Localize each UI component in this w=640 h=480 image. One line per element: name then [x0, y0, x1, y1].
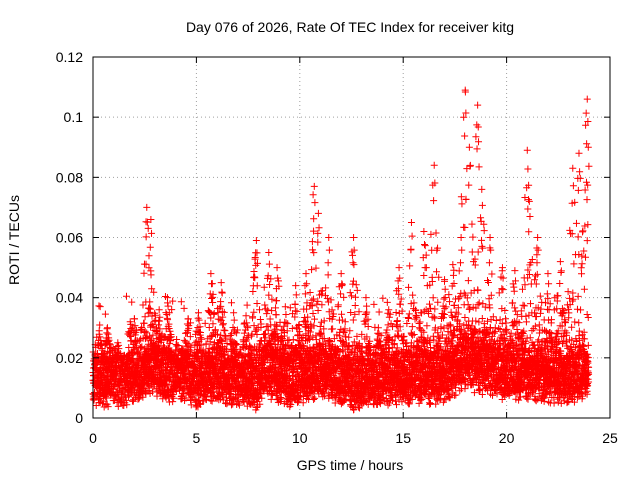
data-point — [166, 327, 174, 335]
data-point — [145, 382, 153, 390]
data-point — [163, 380, 171, 388]
data-point — [130, 349, 138, 357]
data-point — [104, 347, 112, 355]
data-point — [164, 316, 172, 324]
data-point — [142, 334, 150, 342]
data-point — [103, 394, 111, 402]
data-point — [144, 224, 152, 232]
data-point — [147, 271, 155, 279]
data-point — [153, 392, 161, 400]
data-point — [107, 390, 115, 398]
data-points — [89, 86, 593, 414]
data-point — [169, 297, 177, 305]
data-point — [114, 402, 122, 410]
data-point — [149, 331, 157, 339]
data-point — [104, 403, 112, 411]
data-point — [123, 401, 131, 409]
data-point — [153, 326, 161, 334]
data-point — [98, 345, 106, 353]
data-point — [145, 264, 153, 272]
data-point — [96, 303, 104, 311]
data-point — [140, 269, 148, 277]
data-point — [100, 397, 108, 405]
data-point — [150, 288, 158, 296]
data-point — [148, 285, 156, 293]
data-point — [177, 298, 185, 306]
data-point — [173, 336, 181, 344]
data-point — [101, 310, 109, 318]
data-point — [167, 337, 175, 345]
data-point — [167, 367, 175, 375]
data-point — [115, 345, 123, 353]
data-point — [168, 306, 176, 314]
data-point — [139, 393, 147, 401]
data-point — [128, 298, 136, 306]
data-point — [146, 298, 154, 306]
data-point — [140, 319, 148, 327]
data-point — [145, 252, 153, 260]
data-point — [170, 394, 178, 402]
data-point — [146, 305, 154, 313]
data-point — [141, 327, 149, 335]
data-point — [114, 390, 122, 398]
data-point — [141, 313, 149, 321]
data-point — [95, 302, 103, 310]
data-point — [137, 344, 145, 352]
data-point — [142, 260, 150, 268]
data-point — [169, 398, 177, 406]
data-point — [123, 292, 131, 300]
data-point — [146, 332, 154, 340]
data-point — [105, 348, 113, 356]
data-point — [145, 304, 153, 312]
data-point — [131, 345, 139, 353]
data-point — [149, 323, 157, 331]
data-point — [132, 342, 140, 350]
data-point — [167, 333, 175, 341]
